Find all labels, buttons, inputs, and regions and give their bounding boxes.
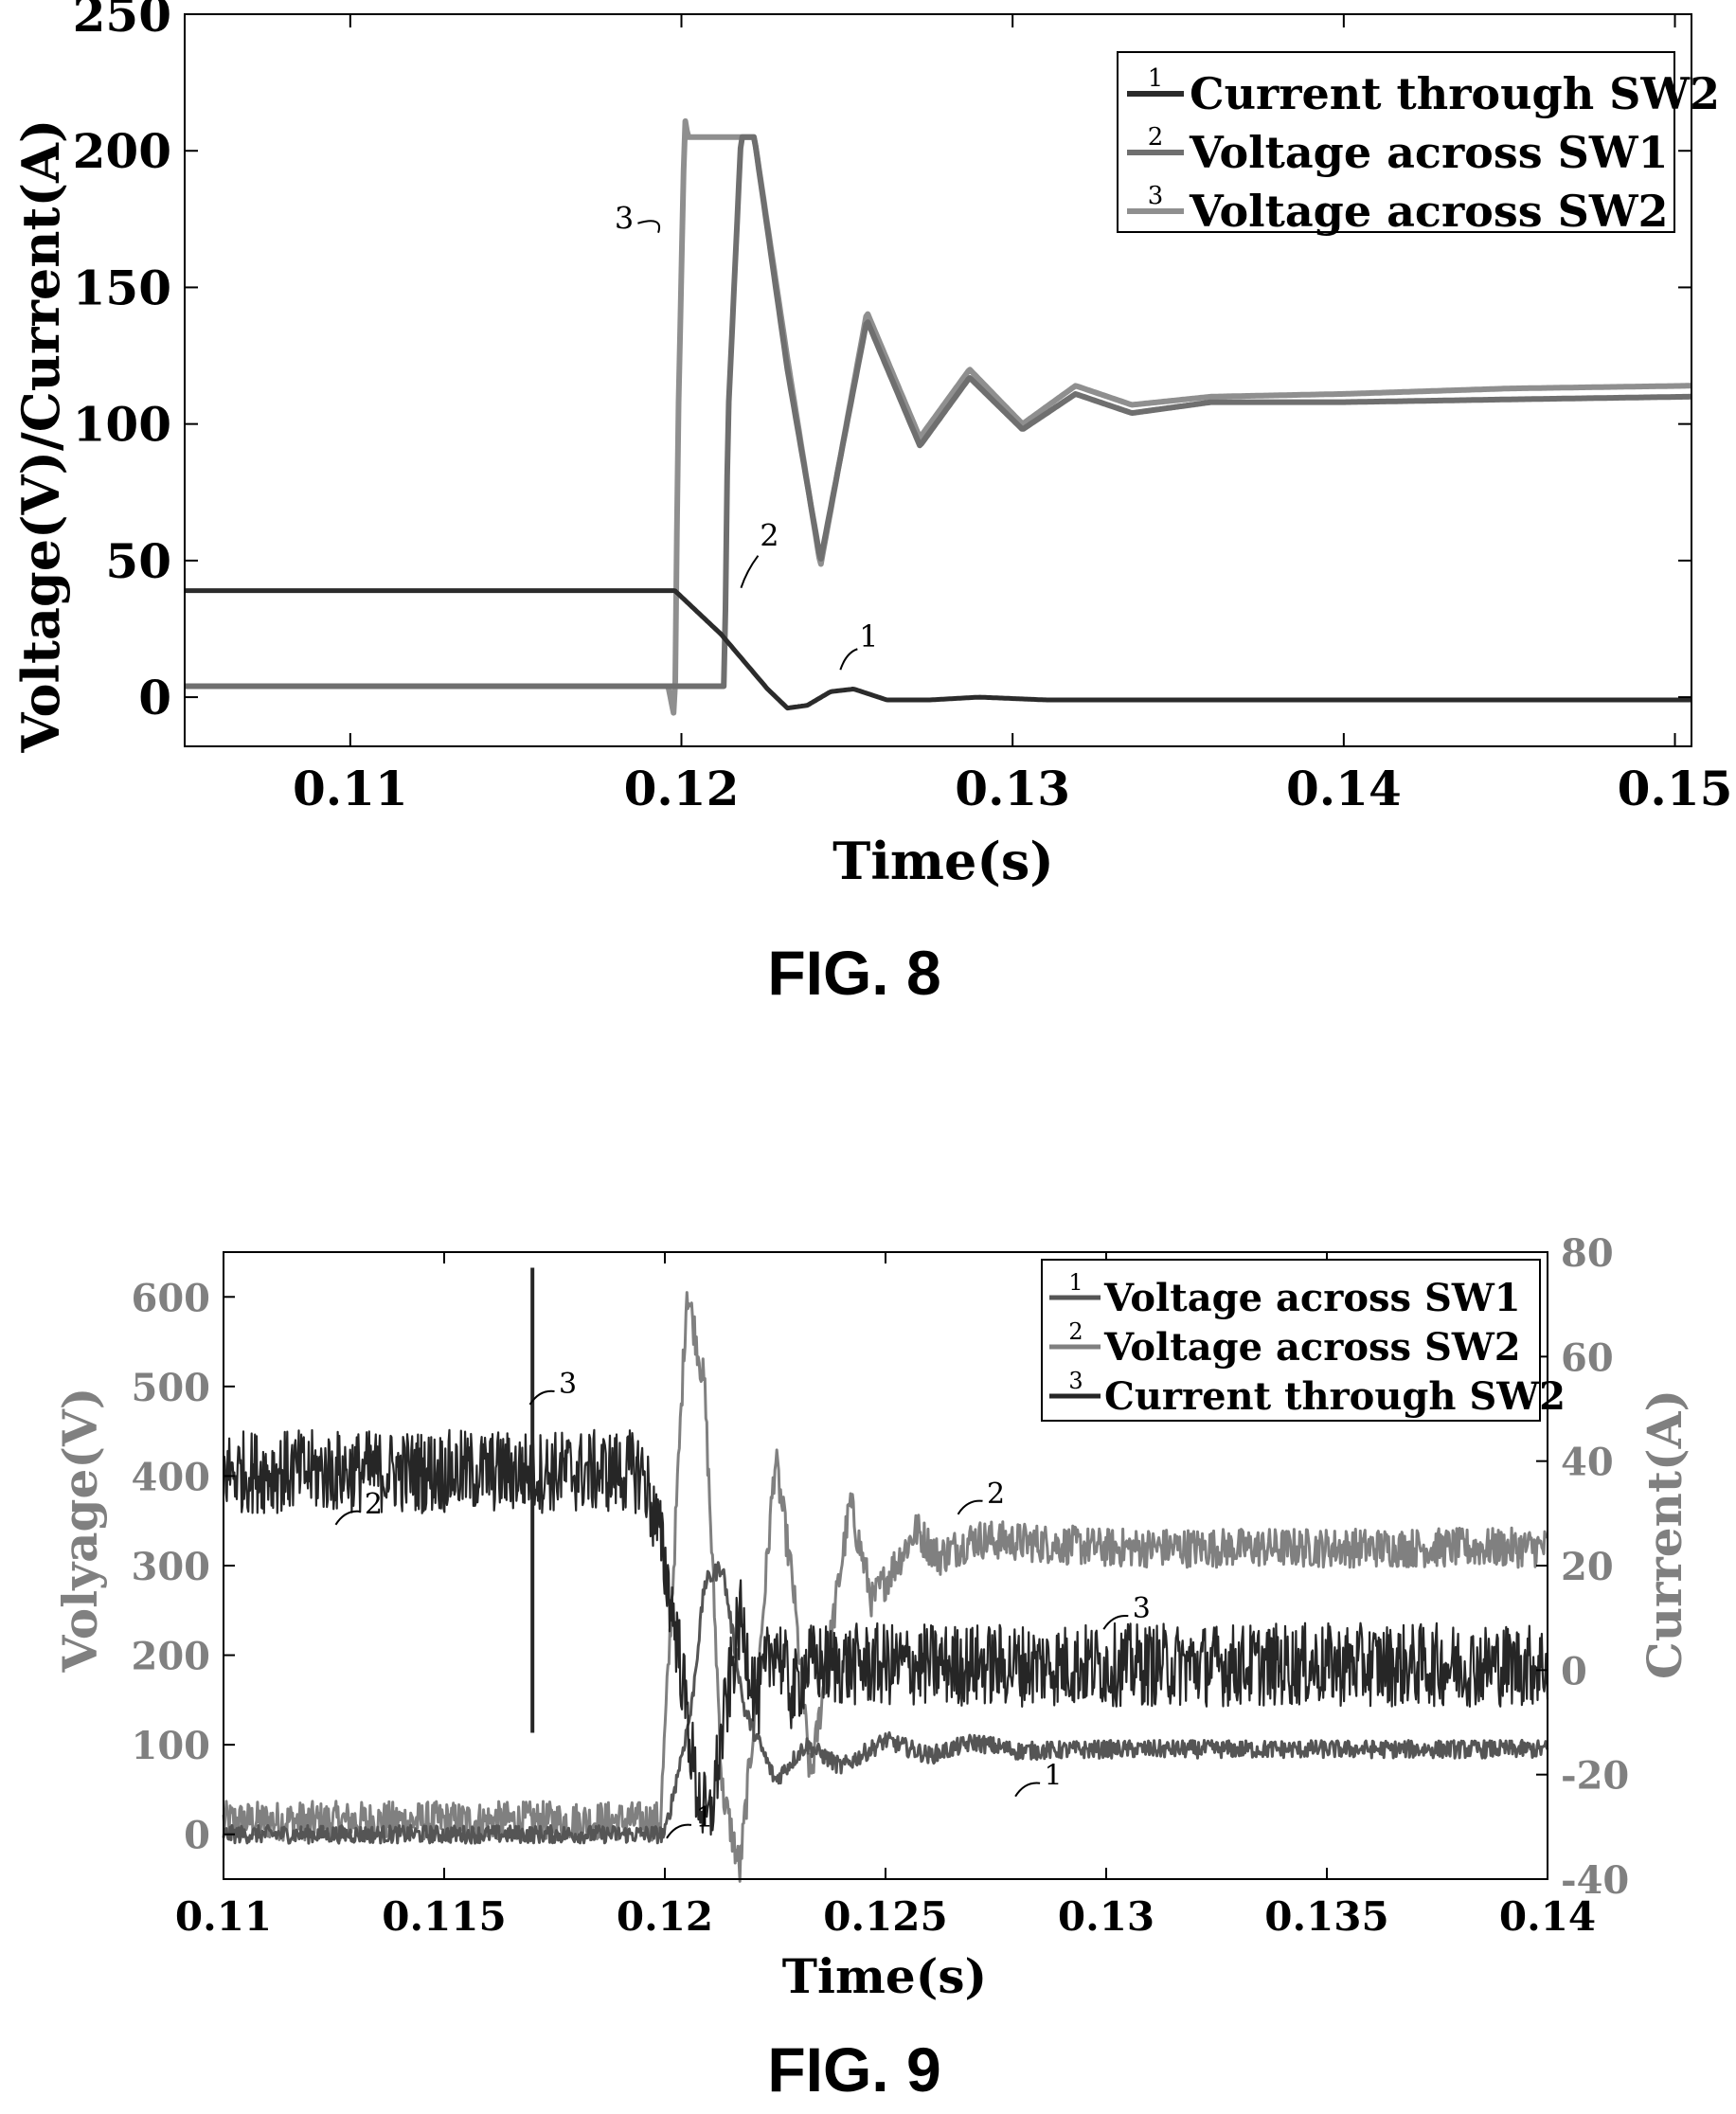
fig8-x-tick-label: 0.15	[1618, 761, 1733, 816]
fig8-legend: 1 Current through SW2 2 Voltage across SW1 3…	[1117, 51, 1720, 237]
fig9-annotation-label: 1	[695, 1801, 713, 1835]
fig9-y-tick-label: 400	[132, 1455, 211, 1499]
fig9-x-tick-label: 0.13	[1058, 1893, 1154, 1940]
fig9-annotation-leader	[666, 1823, 692, 1839]
fig9-x-tick-label: 0.125	[823, 1893, 948, 1940]
fig9-y-tick-label: 100	[132, 1724, 211, 1768]
fig9-caption: FIG. 9	[767, 2034, 940, 2105]
fig9-y2-tick-label: 80	[1561, 1231, 1614, 1276]
fig8-annotation-label: 2	[760, 518, 779, 554]
fig9-legend-entry: Voltage across SW1	[1103, 1276, 1521, 1320]
fig9-y-tick-label: 600	[132, 1276, 211, 1320]
fig9-series-line-1	[222, 1561, 1549, 1845]
fig9-x-axis-label: Time(s)	[782, 1948, 987, 2004]
fig9-legend-number: 1	[1068, 1269, 1083, 1296]
fig9-annotation-leader	[1102, 1614, 1129, 1630]
fig9-legend-entry: Voltage across SW2	[1103, 1325, 1521, 1370]
fig9-annotation-leader	[528, 1389, 555, 1406]
fig9-y2-tick-label: 20	[1561, 1545, 1614, 1589]
fig8-axes: 0.11 0.12 0.13 0.14 0.15 0 50 100 150 200 250 3 2 1	[73, 0, 1733, 816]
fig9-annotation-label: 1	[1045, 1760, 1063, 1793]
fig9-axes: 0.11 0.115 0.12 0.125 0.13 0.135 0.14010020030…	[132, 1231, 1630, 1940]
fig8-x-tick-label: 0.12	[624, 761, 740, 816]
fig9-y-axis-label: Volyage(V)	[52, 1388, 108, 1674]
fig9-legend-number: 3	[1068, 1368, 1083, 1394]
fig9-x-tick-label: 0.115	[382, 1893, 507, 1940]
fig9-y-tick-label: 500	[132, 1366, 211, 1410]
fig9-annotation-label: 2	[365, 1488, 383, 1521]
fig8-y-tick-label: 0	[138, 670, 171, 726]
fig9-y-tick-label: 200	[132, 1635, 211, 1679]
fig8-legend-number: 3	[1148, 182, 1164, 210]
fig9-annotation-leader	[957, 1499, 983, 1515]
fig9-series-group	[222, 1267, 1549, 1883]
fig9-y2-axis-label: Current(A)	[1637, 1389, 1692, 1679]
fig9-x-tick-label: 0.14	[1499, 1893, 1596, 1940]
fig8-annotation-leader	[637, 220, 661, 234]
fig9-x-tick-label: 0.12	[617, 1893, 713, 1940]
fig8-annotation-leader	[740, 555, 760, 589]
fig8-y-tick-label: 100	[73, 397, 171, 453]
fig8-caption: FIG. 8	[767, 938, 940, 1008]
fig8-legend-entry: Voltage across SW2	[1189, 186, 1669, 237]
fig8-y-tick-label: 150	[73, 260, 171, 315]
fig8-x-tick-label: 0.13	[955, 761, 1070, 816]
fig9-annotation-label: 3	[1133, 1592, 1151, 1625]
fig9-chart: 0.11 0.115 0.12 0.125 0.13 0.135 0.14010020030…	[52, 1231, 1692, 2105]
fig8-chart: 0.11 0.12 0.13 0.14 0.15 0 50 100 150 200 250 3 2 1 1…	[10, 0, 1732, 1008]
fig8-x-tick-label: 0.11	[293, 761, 408, 816]
fig9-legend: 1 Voltage across SW1 2 Voltage across SW2 3 C…	[1041, 1259, 1566, 1422]
fig8-legend-entry: Current through SW2	[1190, 68, 1720, 119]
fig9-legend-entry: Current through SW2	[1104, 1374, 1566, 1419]
fig9-y2-tick-label: -40	[1561, 1858, 1629, 1903]
fig9-x-tick-label: 0.11	[175, 1893, 272, 1940]
fig8-x-tick-label: 0.14	[1286, 761, 1402, 816]
fig9-legend-box	[1041, 1259, 1541, 1422]
fig8-x-axis-label: Time(s)	[832, 831, 1054, 891]
fig8-legend-box	[1117, 51, 1675, 233]
fig8-plot-frame	[184, 13, 1692, 747]
fig8-annotation-leader	[839, 648, 858, 671]
fig9-annotation-label: 3	[559, 1368, 577, 1401]
fig9-y-tick-label: 0	[184, 1814, 210, 1858]
fig9-series-line-3	[222, 1428, 1549, 1836]
fig8-annotation-label: 1	[859, 618, 878, 654]
fig8-y-tick-label: 200	[73, 123, 171, 179]
fig8-legend-number: 2	[1148, 123, 1164, 152]
fig9-y2-tick-label: -20	[1561, 1754, 1629, 1799]
fig9-annotation-label: 2	[987, 1478, 1005, 1511]
fig8-annotation-label: 3	[615, 201, 634, 237]
fig8-series-line-1	[184, 588, 1692, 711]
fig9-y2-tick-label: 40	[1561, 1441, 1614, 1485]
fig8-series-group	[183, 117, 1693, 716]
fig8-y-axis-label: Voltage(V)/Current(A)	[10, 119, 71, 754]
fig8-y-tick-label: 250	[73, 0, 171, 43]
fig9-x-tick-label: 0.135	[1264, 1893, 1389, 1940]
fig9-legend-number: 2	[1068, 1318, 1083, 1345]
fig9-y2-tick-label: 60	[1561, 1335, 1614, 1380]
fig8-legend-entry: Voltage across SW1	[1189, 127, 1669, 178]
fig9-annotation-leader	[1014, 1782, 1041, 1798]
fig8-legend-number: 1	[1148, 64, 1164, 93]
fig9-y-tick-label: 300	[132, 1545, 211, 1589]
fig8-y-tick-label: 50	[105, 533, 171, 589]
fig9-series-line-2	[222, 1291, 1548, 1883]
fig9-annotation-leader	[334, 1510, 361, 1526]
fig8-series-line-2	[183, 134, 1693, 690]
fig9-y2-tick-label: 0	[1561, 1649, 1587, 1693]
